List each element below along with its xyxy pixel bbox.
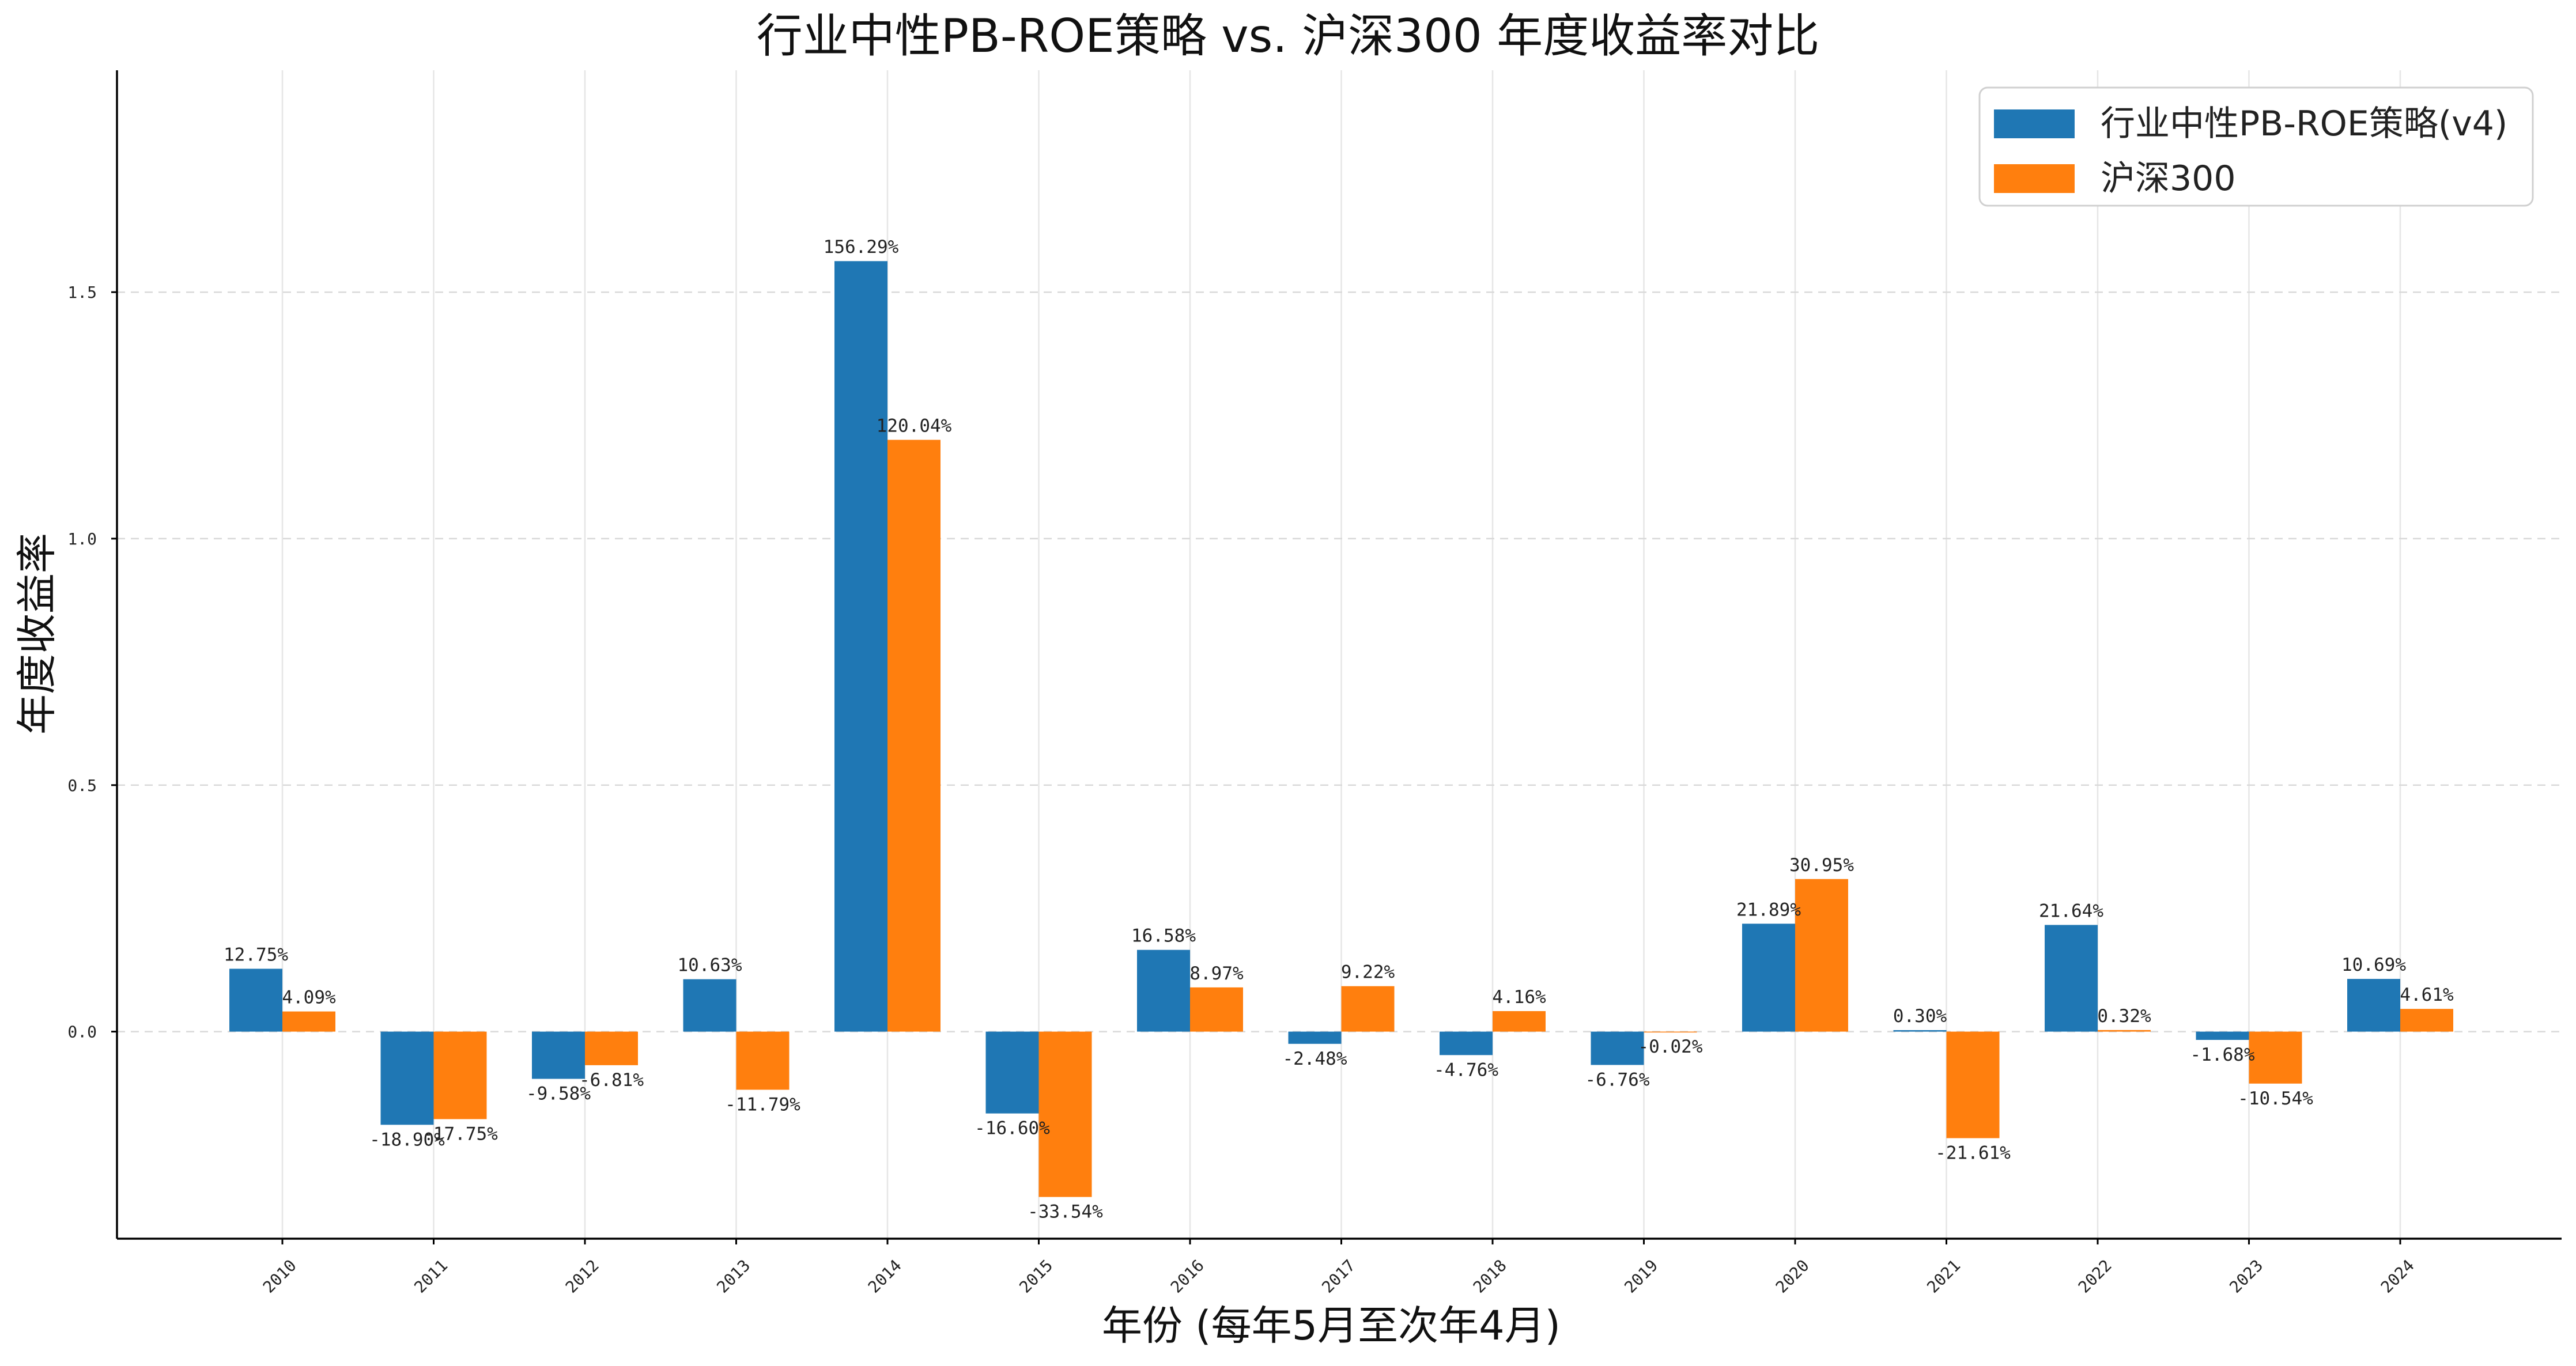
bar-hs300 [736, 1031, 790, 1090]
data-label-hs300: -33.54% [1028, 1202, 1103, 1223]
x-tick-label: 2017 [1318, 1256, 1359, 1297]
bar-strategy [2347, 979, 2400, 1032]
data-label-strategy: 21.64% [2039, 900, 2103, 921]
x-tick-label: 2010 [259, 1256, 300, 1297]
bar-hs300 [1493, 1011, 1546, 1032]
x-tick-label: 2015 [1015, 1256, 1056, 1297]
data-label-hs300: 4.16% [1492, 987, 1546, 1008]
x-tick-label: 2024 [2377, 1256, 2418, 1297]
data-label-hs300: -10.54% [2238, 1088, 2313, 1109]
data-label-hs300: -17.75% [422, 1123, 498, 1144]
bar-hs300 [1341, 986, 1395, 1032]
x-tick-label: 2022 [2075, 1256, 2116, 1297]
bar-strategy [229, 968, 282, 1032]
data-label-strategy: 10.69% [2341, 955, 2406, 975]
y-tick-label: 0.5 [67, 776, 97, 795]
data-label-strategy: -18.90% [369, 1129, 445, 1150]
legend-swatch-hs300 [1994, 164, 2075, 193]
x-tick-label: 2023 [2226, 1256, 2267, 1297]
legend-swatch-strategy [1994, 109, 2075, 138]
y-axis-label: 年度收益率 [13, 533, 61, 735]
data-label-hs300: 9.22% [1341, 962, 1395, 983]
legend-frame [1978, 86, 2534, 207]
bar-hs300 [1644, 1031, 1697, 1033]
x-tick-label: 2019 [1621, 1256, 1661, 1297]
data-label-hs300: -0.02% [1638, 1036, 1703, 1057]
bar-hs300 [433, 1031, 487, 1119]
data-label-strategy: 10.63% [678, 955, 742, 976]
y-tick-label: 1.0 [67, 529, 97, 548]
bar-hs300 [1038, 1031, 1092, 1197]
data-label-strategy: 156.29% [824, 237, 899, 258]
data-label-hs300: 4.09% [282, 987, 336, 1008]
data-labels-layer: 12.75% -18.90% -9.58% 10.63% 156.29% -16.60% 1… [224, 237, 2454, 1222]
data-label-strategy: 16.58% [1131, 926, 1196, 947]
bar-strategy [2045, 925, 2098, 1032]
bar-strategy [1288, 1031, 1342, 1044]
data-label-strategy: 12.75% [224, 945, 288, 966]
bar-hs300 [1190, 987, 1243, 1032]
data-label-strategy: -4.76% [1434, 1059, 1498, 1080]
bar-strategy [380, 1031, 434, 1125]
bar-hs300 [2249, 1031, 2302, 1084]
bars-layer [229, 261, 2453, 1197]
x-tick-label: 2016 [1167, 1256, 1208, 1297]
x-axis-label: 年份 (每年5月至次年4月) [1102, 1302, 1561, 1349]
bar-hs300 [887, 440, 940, 1032]
bar-strategy [683, 979, 736, 1032]
y-tick-label: 0.0 [67, 1023, 97, 1042]
y-tick-label: 1.5 [67, 283, 97, 302]
bar-hs300 [2400, 1009, 2453, 1032]
x-tick-label: 2018 [1470, 1256, 1510, 1297]
data-label-hs300: -6.81% [579, 1070, 644, 1091]
bar-hs300 [585, 1031, 638, 1065]
bar-strategy [1591, 1031, 1644, 1065]
data-label-strategy: -1.68% [2190, 1045, 2255, 1065]
bar-hs300 [282, 1011, 335, 1032]
data-label-strategy: 0.30% [1893, 1006, 1947, 1027]
chart-title: 行业中性PB-ROE策略 vs. 沪深300 年度收益率对比 [757, 9, 1820, 63]
bar-hs300 [1795, 879, 1848, 1032]
x-tick-label: 2013 [713, 1256, 754, 1297]
bar-strategy [834, 261, 887, 1032]
data-label-hs300: -21.61% [1935, 1143, 2011, 1164]
bar-strategy [1893, 1030, 1947, 1032]
x-tick-label: 2021 [1923, 1256, 1964, 1297]
x-tick-label: 2011 [410, 1256, 451, 1297]
data-label-hs300: 8.97% [1189, 963, 1244, 984]
bar-strategy [1137, 949, 1190, 1032]
bar-hs300 [2098, 1030, 2151, 1032]
bar-strategy [2196, 1031, 2249, 1040]
bar-strategy [1742, 924, 1795, 1032]
data-label-hs300: 30.95% [1789, 855, 1854, 876]
x-tick-label: 2014 [864, 1256, 905, 1297]
data-label-hs300: 120.04% [877, 415, 952, 436]
bar-strategy [985, 1031, 1039, 1114]
x-tick-label: 2020 [1772, 1256, 1813, 1297]
data-label-strategy: -2.48% [1283, 1049, 1347, 1069]
data-label-strategy: -6.76% [1585, 1069, 1650, 1090]
legend: 行业中性PB-ROE策略(v4) 沪深300 [1978, 86, 2534, 207]
legend-label-hs300: 沪深300 [2101, 158, 2236, 199]
data-label-strategy: 21.89% [1736, 899, 1801, 920]
bar-hs300 [1946, 1031, 2000, 1138]
legend-label-strategy: 行业中性PB-ROE策略(v4) [2101, 104, 2507, 144]
data-label-strategy: -9.58% [526, 1084, 591, 1104]
data-label-strategy: -16.60% [975, 1118, 1050, 1139]
x-tick-label: 2012 [562, 1256, 603, 1297]
bar-strategy [1440, 1031, 1493, 1055]
data-label-hs300: 4.61% [2400, 985, 2454, 1005]
data-label-hs300: 0.32% [2097, 1006, 2151, 1027]
bar-strategy [532, 1031, 585, 1079]
axes-layer [116, 70, 2562, 1240]
data-label-hs300: -11.79% [725, 1094, 800, 1115]
